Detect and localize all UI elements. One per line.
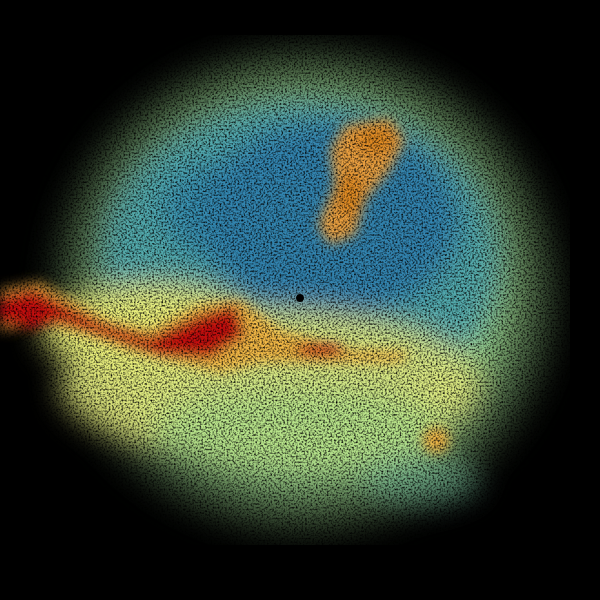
red-streak — [295, 344, 345, 356]
blue-echo — [160, 160, 300, 260]
orange-core — [355, 125, 395, 155]
red-band — [0, 288, 245, 358]
green-echo — [360, 455, 480, 505]
orange-core — [336, 173, 364, 217]
radar-site — [296, 294, 304, 302]
echo-layers — [40, 35, 570, 545]
echo-field — [0, 35, 570, 545]
strong-echo — [0, 118, 449, 453]
orange-cell — [423, 427, 449, 453]
green-echo — [150, 390, 450, 470]
